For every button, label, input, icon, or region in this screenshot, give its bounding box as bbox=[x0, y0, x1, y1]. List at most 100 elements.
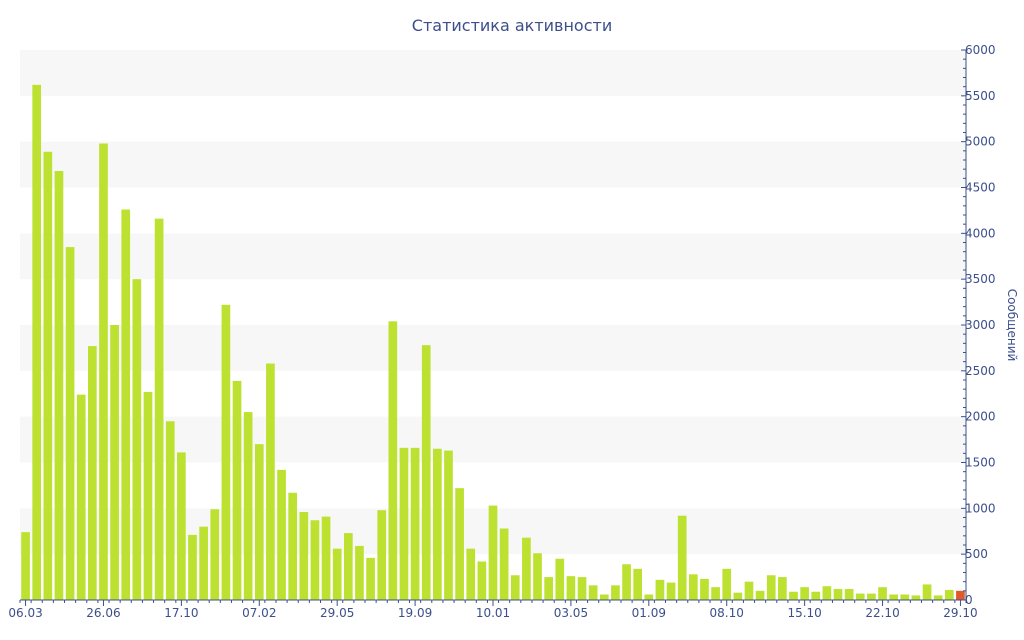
bar bbox=[722, 568, 732, 600]
bar bbox=[833, 589, 843, 600]
bar bbox=[410, 447, 420, 600]
x-tick-label: 03.05 bbox=[554, 606, 588, 620]
bar bbox=[755, 590, 765, 600]
x-tick-label: 07.02 bbox=[242, 606, 276, 620]
bar bbox=[778, 577, 787, 600]
grid-band bbox=[20, 325, 966, 371]
bar bbox=[700, 578, 709, 600]
bar bbox=[65, 247, 75, 600]
y-tick-label: 1000 bbox=[965, 501, 996, 515]
bar bbox=[154, 218, 164, 601]
bar bbox=[688, 574, 698, 600]
grid-bands bbox=[20, 50, 966, 555]
bar bbox=[622, 564, 631, 600]
bar bbox=[577, 577, 587, 600]
bar bbox=[644, 594, 654, 600]
x-tick-label: 01.09 bbox=[632, 606, 666, 620]
bar bbox=[21, 532, 30, 600]
bar bbox=[889, 594, 898, 600]
y-tick-label: 0 bbox=[965, 593, 973, 607]
y-tick-label: 2500 bbox=[965, 364, 996, 378]
bar bbox=[811, 591, 821, 600]
bar bbox=[421, 345, 431, 600]
bar bbox=[533, 553, 542, 600]
bar bbox=[343, 533, 353, 600]
x-tick-label: 22.10 bbox=[865, 606, 899, 620]
bar bbox=[288, 492, 298, 600]
bar bbox=[499, 528, 509, 600]
y-tick-label: 3500 bbox=[965, 272, 996, 286]
bar bbox=[399, 447, 409, 600]
bar bbox=[766, 575, 776, 600]
x-tick-label: 26.06 bbox=[86, 606, 120, 620]
bar bbox=[132, 279, 142, 600]
grid-band bbox=[20, 141, 966, 188]
chart-title: Статистика активности bbox=[412, 16, 612, 35]
bar bbox=[911, 595, 921, 600]
bar bbox=[232, 380, 242, 600]
x-tick-label: 29.05 bbox=[320, 606, 354, 620]
bar bbox=[566, 576, 576, 600]
bar bbox=[789, 591, 798, 600]
bar bbox=[43, 151, 53, 600]
bar bbox=[254, 444, 264, 600]
bar bbox=[32, 84, 42, 600]
bar bbox=[800, 587, 809, 600]
bar bbox=[878, 587, 887, 600]
bar bbox=[444, 450, 453, 600]
bar bbox=[611, 585, 620, 600]
y-tick-label: 5500 bbox=[965, 89, 996, 103]
grid-band bbox=[20, 233, 966, 280]
bar bbox=[711, 587, 720, 600]
bar bbox=[377, 510, 387, 600]
bar bbox=[355, 545, 364, 600]
x-tick-label: 08.10 bbox=[710, 606, 744, 620]
bar bbox=[110, 325, 119, 600]
y-tick-label: 3000 bbox=[965, 318, 996, 332]
bar bbox=[588, 585, 598, 600]
bar bbox=[266, 363, 275, 600]
bar bbox=[455, 488, 464, 600]
bar bbox=[633, 568, 643, 600]
bar bbox=[366, 557, 375, 600]
bar bbox=[822, 586, 832, 600]
y-tick-label: 2000 bbox=[965, 410, 996, 424]
bar bbox=[466, 548, 476, 600]
bar bbox=[944, 589, 954, 600]
bar bbox=[522, 537, 531, 600]
x-tick-label: 15.10 bbox=[787, 606, 821, 620]
bar bbox=[54, 171, 64, 600]
bar bbox=[433, 448, 442, 600]
bar bbox=[388, 321, 398, 600]
bar bbox=[243, 412, 253, 600]
bar bbox=[321, 516, 331, 600]
y-tick-label: 5000 bbox=[965, 135, 996, 149]
bar bbox=[666, 582, 676, 600]
bar bbox=[956, 590, 965, 600]
bar bbox=[599, 594, 609, 600]
bar bbox=[900, 594, 910, 600]
x-tick-label: 17.10 bbox=[164, 606, 198, 620]
bar bbox=[677, 515, 687, 600]
bar-series bbox=[21, 84, 965, 601]
bar bbox=[188, 534, 197, 600]
y-axis-label: Сообщений bbox=[1005, 289, 1019, 362]
bar bbox=[299, 512, 309, 600]
bar bbox=[744, 581, 754, 600]
y-tick-label: 500 bbox=[965, 547, 988, 561]
bar bbox=[855, 593, 865, 600]
bar bbox=[867, 593, 876, 600]
bar bbox=[933, 595, 943, 600]
y-tick-label: 4500 bbox=[965, 181, 996, 195]
bar bbox=[210, 509, 220, 600]
bar bbox=[733, 592, 743, 600]
y-tick-label: 4000 bbox=[965, 226, 996, 240]
bar bbox=[199, 526, 208, 600]
grid-band bbox=[20, 50, 966, 96]
x-tick-label: 10.01 bbox=[476, 606, 510, 620]
bar bbox=[165, 421, 175, 600]
bar bbox=[99, 143, 108, 600]
y-tick-label: 1500 bbox=[965, 456, 996, 470]
bar bbox=[477, 561, 487, 600]
